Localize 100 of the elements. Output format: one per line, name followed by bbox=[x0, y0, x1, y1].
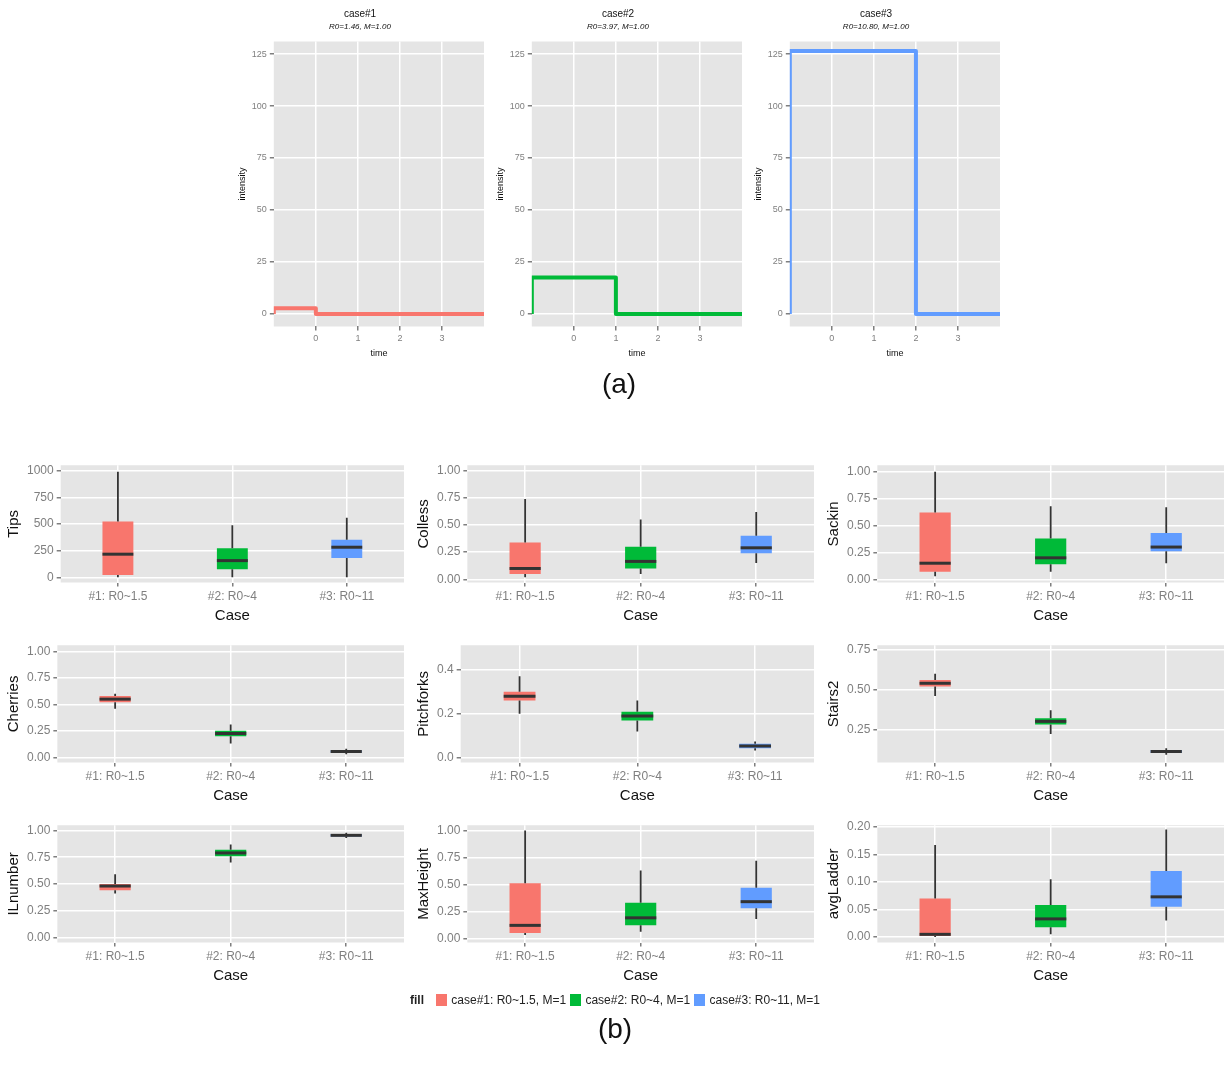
y-tick-label: 0.50 bbox=[27, 696, 51, 711]
y-tick-label: 0.75 bbox=[437, 490, 461, 505]
x-tick-label: #3: R0~11 bbox=[1138, 949, 1194, 964]
legend-label: case#1: R0~1.5, M=1 bbox=[451, 993, 567, 1007]
y-tick-label: 0.50 bbox=[847, 681, 871, 696]
x-tick-label: #3: R0~11 bbox=[1138, 769, 1194, 784]
y-tick-label: 0.50 bbox=[437, 517, 461, 532]
y-tick-label: 0.75 bbox=[27, 849, 51, 864]
y-tick-label: 0.25 bbox=[27, 723, 51, 738]
y-tick-label: 0.50 bbox=[27, 876, 51, 891]
y-tick-label: 75 bbox=[514, 152, 525, 163]
x-tick-label: #3: R0~11 bbox=[1138, 589, 1194, 604]
x-axis-title: Case bbox=[623, 606, 659, 624]
x-tick-label: 3 bbox=[955, 333, 961, 344]
y-axis-title: ILnumber bbox=[4, 852, 22, 916]
y-tick-label: 0.25 bbox=[847, 544, 871, 559]
x-tick-label: #3: R0~11 bbox=[728, 589, 784, 604]
y-tick-label: 0.50 bbox=[847, 517, 871, 532]
y-tick-label: 0.4 bbox=[436, 661, 454, 676]
y-tick-label: 0.00 bbox=[847, 571, 871, 586]
y-axis-title: Colless bbox=[414, 499, 432, 549]
legend-label: case#3: R0~11, M=1 bbox=[709, 993, 820, 1007]
y-axis-title: intensity bbox=[494, 167, 505, 201]
y-tick-label: 125 bbox=[509, 48, 525, 59]
y-axis-title: Tips bbox=[4, 510, 22, 538]
y-tick-label: 0.25 bbox=[437, 903, 461, 918]
y-tick-label: 0 bbox=[777, 308, 783, 319]
y-tick-label: 50 bbox=[256, 204, 267, 215]
x-tick-label: 3 bbox=[697, 333, 703, 344]
x-tick-label: #3: R0~11 bbox=[727, 769, 783, 784]
y-tick-label: 0.75 bbox=[847, 490, 871, 505]
y-tick-label: 0.00 bbox=[27, 929, 51, 944]
y-axis-title: avgLadder bbox=[824, 848, 842, 920]
y-tick-label: 0.20 bbox=[847, 819, 871, 834]
x-axis-title: Case bbox=[1033, 606, 1069, 624]
x-tick-label: #2: R0~4 bbox=[206, 949, 256, 964]
x-tick-label: 2 bbox=[397, 333, 403, 344]
x-tick-label: #1: R0~1.5 bbox=[905, 949, 965, 964]
x-tick-label: #3: R0~11 bbox=[318, 949, 374, 964]
x-tick-label: #3: R0~11 bbox=[318, 769, 374, 784]
x-tick-label: 1 bbox=[355, 333, 361, 344]
y-tick-label: 250 bbox=[33, 543, 55, 558]
y-tick-label: 0 bbox=[519, 308, 525, 319]
x-tick-label: #1: R0~1.5 bbox=[905, 589, 965, 604]
legend-title: fill bbox=[410, 993, 424, 1007]
y-tick-label: 0.0 bbox=[436, 750, 454, 765]
y-tick-label: 0.75 bbox=[27, 670, 51, 685]
x-tick-label: #1: R0~1.5 bbox=[85, 949, 145, 964]
x-tick-label: 1 bbox=[613, 333, 619, 344]
x-tick-label: #3: R0~11 bbox=[728, 949, 784, 964]
text: (b) bbox=[597, 1013, 633, 1045]
y-tick-label: 0.50 bbox=[437, 876, 461, 891]
x-tick-label: #1: R0~1.5 bbox=[88, 589, 148, 604]
x-tick-label: 0 bbox=[829, 333, 835, 344]
x-tick-label: #2: R0~4 bbox=[1026, 949, 1076, 964]
x-tick-label: #3: R0~11 bbox=[319, 589, 375, 604]
y-tick-label: 750 bbox=[33, 489, 55, 504]
y-tick-label: 75 bbox=[256, 152, 267, 163]
y-tick-label: 0.25 bbox=[27, 902, 51, 917]
x-axis-title: Case bbox=[619, 786, 655, 804]
x-tick-label: #1: R0~1.5 bbox=[490, 769, 550, 784]
y-axis-title: Stairs2 bbox=[824, 680, 842, 728]
y-tick-label: 25 bbox=[256, 256, 267, 267]
x-tick-label: #2: R0~4 bbox=[206, 769, 256, 784]
chart-title: case#1 bbox=[343, 7, 377, 19]
y-tick-label: 1.00 bbox=[437, 462, 461, 477]
x-axis-title: Case bbox=[213, 786, 249, 804]
y-tick-label: 1.00 bbox=[27, 822, 51, 837]
x-tick-label: #2: R0~4 bbox=[207, 589, 258, 604]
x-tick-label: #2: R0~4 bbox=[616, 949, 666, 964]
y-tick-label: 0 bbox=[47, 570, 55, 585]
y-tick-label: 50 bbox=[772, 204, 783, 215]
chart-subtitle: R0=1.46, M=1.00 bbox=[329, 22, 392, 32]
x-axis-title: Case bbox=[1033, 966, 1069, 984]
y-axis-title: Cherries bbox=[4, 675, 22, 733]
x-axis-title: time bbox=[370, 348, 388, 359]
y-axis-title: Sackin bbox=[824, 501, 842, 547]
x-tick-label: #2: R0~4 bbox=[1026, 769, 1076, 784]
x-tick-label: 3 bbox=[439, 333, 445, 344]
legend-label: case#2: R0~4, M=1 bbox=[585, 993, 691, 1007]
y-tick-label: 75 bbox=[772, 152, 783, 163]
x-tick-label: #1: R0~1.5 bbox=[905, 769, 965, 784]
y-tick-label: 0.00 bbox=[27, 749, 51, 764]
chart-title: case#3 bbox=[859, 7, 893, 19]
chart-subtitle: R0=10.80, M=1.00 bbox=[842, 22, 910, 32]
x-axis-title: Case bbox=[623, 966, 659, 984]
x-tick-label: 0 bbox=[571, 333, 577, 344]
y-tick-label: 0.25 bbox=[847, 721, 871, 736]
chart-subtitle: R0=3.97, M=1.00 bbox=[587, 22, 650, 32]
chart-title: case#2 bbox=[601, 7, 635, 19]
y-tick-label: 0.15 bbox=[847, 846, 871, 861]
text: (a) bbox=[601, 368, 637, 400]
y-tick-label: 0.75 bbox=[847, 642, 871, 657]
y-tick-label: 25 bbox=[514, 256, 525, 267]
y-tick-label: 0.00 bbox=[437, 930, 461, 945]
x-tick-label: #2: R0~4 bbox=[616, 589, 666, 604]
y-tick-label: 125 bbox=[767, 48, 783, 59]
x-tick-label: #2: R0~4 bbox=[1026, 589, 1076, 604]
x-tick-label: 0 bbox=[313, 333, 319, 344]
y-axis-title: Pitchforks bbox=[414, 670, 432, 737]
